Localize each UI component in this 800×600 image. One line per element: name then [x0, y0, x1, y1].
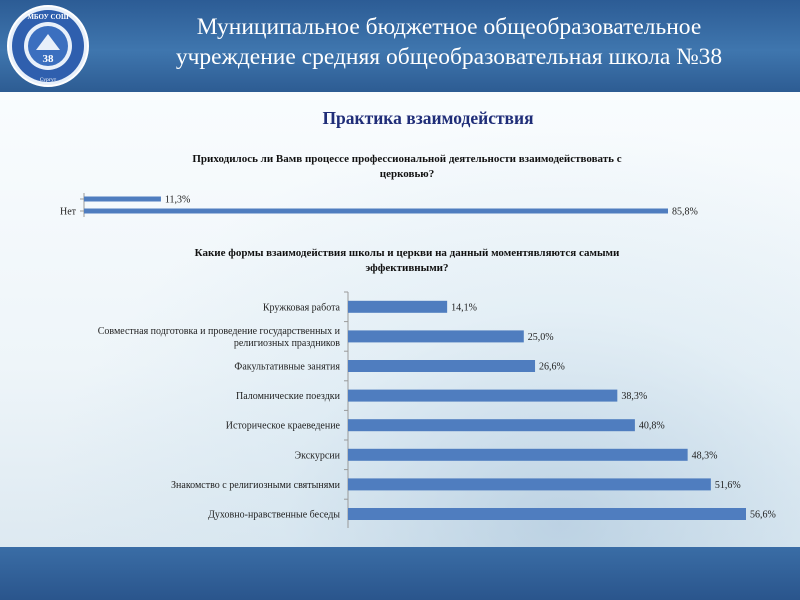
- chart2-bar-1: [348, 330, 524, 343]
- chart1-title-line2: церковью?: [380, 168, 434, 180]
- chart2-category-label-2-line-0: Факультативные занятия: [234, 362, 340, 373]
- header-title: Муниципальное бюджетное общеобразователь…: [118, 12, 780, 72]
- chart1-title-line1: Приходилось ли Вамв процессе профессиона…: [192, 153, 621, 165]
- chart1-bar-1: [84, 208, 668, 214]
- header-title-line2: учреждение средняя общеобразовательная ш…: [175, 44, 723, 70]
- header-title-line1: Муниципальное бюджетное общеобразователь…: [196, 14, 702, 40]
- school-logo: МБОУ СОШ 38 Сургут: [7, 5, 89, 87]
- chart2-bar-5: [348, 448, 688, 461]
- header-bar: [0, 0, 800, 92]
- chart2-category-label-7-line-0: Духовно-нравственные беседы: [208, 510, 340, 521]
- logo-bottom-text: Сургут: [40, 77, 57, 83]
- chart1-data-label-1: 85,8%: [672, 207, 698, 218]
- chart2-data-label-6: 51,6%: [715, 480, 741, 491]
- chart1-category-label-1: Нет: [60, 207, 77, 218]
- chart2-category-label-0-line-0: Кружковая работа: [263, 302, 341, 313]
- page-title: Практика взаимодействия: [322, 108, 533, 128]
- chart2-category-label-3: Паломнические поездки: [236, 391, 341, 402]
- content-background: [0, 92, 800, 547]
- footer-bar: [0, 547, 800, 600]
- chart2-category-label-7: Духовно-нравственные беседы: [208, 510, 340, 521]
- chart2-category-label-6: Знакомство с религиозными святынями: [171, 480, 341, 491]
- chart2-category-label-4-line-0: Историческое краеведение: [226, 421, 341, 432]
- chart2-category-label-3-line-0: Паломнические поездки: [236, 391, 341, 402]
- chart-effective-forms: Какие формы взаимодействия школы и церкв…: [98, 247, 776, 528]
- emblem-icon: [36, 34, 60, 50]
- chart2-data-label-0: 14,1%: [451, 302, 477, 313]
- chart2-data-label-5: 48,3%: [692, 450, 718, 461]
- chart2-category-label-6-line-0: Знакомство с религиозными святынями: [171, 480, 341, 491]
- chart2-data-label-1: 25,0%: [528, 332, 554, 343]
- chart2-data-label-4: 40,8%: [639, 421, 665, 432]
- chart2-category-label-1-line-1: религиозных праздников: [234, 338, 340, 349]
- chart2-category-label-1: Совместная подготовка и проведение госуд…: [98, 326, 341, 349]
- chart2-category-label-1-line-0: Совместная подготовка и проведение госуд…: [98, 326, 341, 337]
- chart2-bar-3: [348, 389, 618, 402]
- logo-top-text: МБОУ СОШ: [27, 13, 69, 21]
- chart2-category-label-0: Кружковая работа: [263, 302, 341, 313]
- chart2-title-line1: Какие формы взаимодействия школы и церкв…: [195, 247, 620, 259]
- logo-number: 38: [43, 53, 55, 65]
- chart1-bar-0: [84, 196, 161, 202]
- chart2-bar-7: [348, 508, 746, 520]
- chart2-bar-6: [348, 478, 711, 491]
- chart2-data-label-7: 56,6%: [750, 510, 776, 521]
- chart2-data-label-3: 38,3%: [621, 391, 647, 402]
- chart-church-interaction: Приходилось ли Вамв процессе профессиона…: [60, 153, 698, 218]
- chart2-title-line2: эффективными?: [365, 262, 448, 274]
- chart2-bar-0: [348, 300, 448, 313]
- chart2-bar-4: [348, 419, 635, 432]
- chart1-data-label-0: 11,3%: [165, 195, 190, 206]
- chart2-bar-2: [348, 360, 536, 372]
- chart2-category-label-5: Экскурсии: [294, 450, 340, 461]
- chart2-category-label-2: Факультативные занятия: [234, 362, 340, 373]
- chart2-category-label-5-line-0: Экскурсии: [294, 450, 340, 461]
- chart2-category-label-4: Историческое краеведение: [226, 421, 341, 432]
- chart2-data-label-2: 26,6%: [539, 362, 565, 373]
